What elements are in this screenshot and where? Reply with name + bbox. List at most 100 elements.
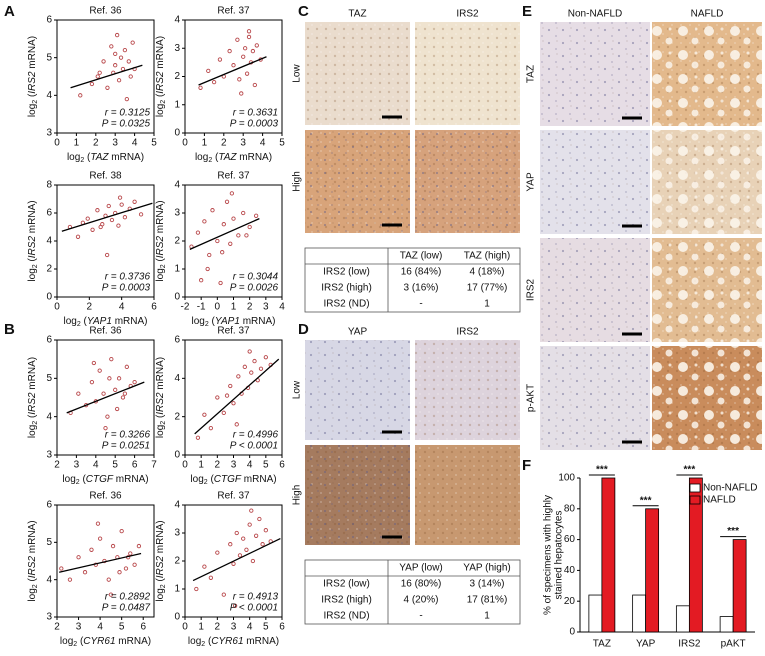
y-tick-label: 3: [46, 128, 52, 139]
label-part: 2: [160, 584, 167, 588]
bar: [601, 477, 616, 633]
label-part: log: [195, 152, 208, 163]
column-header: Non-NAFLD: [568, 9, 622, 20]
data-point: [138, 212, 144, 217]
x-tick-label: 6: [132, 460, 138, 471]
label-part: log: [190, 474, 203, 485]
row-label: p-AKT: [526, 384, 537, 412]
panel-label: D: [298, 321, 309, 338]
data-point: [246, 29, 252, 34]
label-part: IRS2: [155, 236, 166, 259]
label-part: (: [208, 474, 215, 485]
data-point: [113, 387, 118, 392]
table-cell: 17 (81%): [467, 595, 508, 606]
table-cell: -: [419, 299, 422, 310]
label-part: (: [27, 258, 38, 265]
label-part: mRNA): [27, 36, 38, 72]
panel-label: B: [4, 321, 15, 338]
data-point: [128, 74, 133, 79]
x-tick-label: 1: [198, 622, 204, 633]
axis-label: log2 (YAP1 mRNA): [64, 316, 148, 329]
x-tick-label: 4: [119, 302, 125, 313]
chart-title: Ref. 38: [89, 171, 122, 182]
x-tick-label: 3: [74, 460, 80, 471]
label-part: YAP1: [215, 316, 240, 327]
data-point: [263, 528, 268, 533]
stat-annotation: P = 0.0003: [102, 283, 151, 294]
micrograph-texture: [652, 130, 762, 234]
data-point: [231, 63, 236, 68]
label-part: 2: [160, 100, 167, 104]
data-point: [247, 522, 252, 527]
y-tick-label: 4: [174, 500, 180, 511]
significance-label: ***: [727, 526, 739, 537]
label-part: TAZ: [90, 152, 109, 163]
y-tick-label: 0: [174, 292, 180, 303]
data-point: [67, 577, 73, 582]
legend-label: Non-NAFLD: [703, 483, 757, 494]
label-part: log: [155, 588, 166, 601]
x-tick-label: 3: [231, 460, 237, 471]
label-part: IRS2: [155, 71, 166, 94]
x-tick-label: -1: [197, 302, 206, 313]
x-tick-label: 2: [215, 460, 221, 471]
data-point: [207, 252, 212, 258]
x-tick-label: 4: [279, 302, 285, 313]
data-point: [211, 80, 217, 85]
y-tick-label: 4: [174, 180, 180, 191]
data-point: [126, 59, 131, 64]
bar: [632, 594, 647, 633]
bar: [732, 539, 747, 633]
data-point: [231, 216, 236, 221]
significance-label: ***: [640, 495, 652, 506]
bar: [588, 594, 603, 633]
data-point: [252, 82, 257, 88]
column-header: TAZ: [348, 9, 366, 20]
table-cell: 3 (14%): [469, 579, 504, 590]
data-point: [244, 547, 249, 552]
panel-label: F: [522, 457, 531, 474]
data-point: [234, 530, 239, 536]
label-part: log: [155, 268, 166, 281]
data-point: [117, 195, 123, 200]
y-tick-label: 3: [174, 528, 180, 539]
fit-line: [192, 538, 281, 582]
x-tick-label: 0: [182, 460, 188, 471]
column-header: YAP: [348, 327, 368, 338]
x-tick-label: 2: [215, 622, 221, 633]
x-tick-label: 4: [247, 460, 253, 471]
label-part: (: [81, 316, 88, 327]
label-part: (: [77, 636, 84, 647]
x-tick-label: 4: [93, 460, 99, 471]
table-cell: -: [419, 611, 422, 622]
x-tick-label: YAP: [636, 639, 656, 650]
data-point: [263, 355, 268, 360]
row-label: IRS2: [526, 278, 537, 301]
data-point: [232, 603, 238, 608]
data-point: [118, 55, 124, 60]
data-point: [91, 360, 97, 366]
data-point: [132, 562, 137, 567]
data-point: [132, 199, 137, 204]
micrograph-texture: [305, 445, 410, 545]
column-header: NAFLD: [691, 9, 724, 20]
label-part: log: [64, 316, 77, 327]
axis-label: log2 (CTGF mRNA): [190, 474, 276, 487]
y-tick-label: 60: [564, 534, 576, 545]
y-tick-label: 5: [46, 52, 52, 63]
chart-title: Ref. 36: [89, 491, 122, 502]
table-cell: 4 (18%): [469, 267, 504, 278]
bar: [645, 508, 660, 633]
y-tick-label: 5: [46, 373, 52, 384]
chart-title: Ref. 37: [217, 326, 250, 337]
label-part: (: [84, 152, 91, 163]
data-point: [229, 191, 235, 196]
data-point: [82, 570, 88, 575]
x-tick-label: 3: [112, 138, 118, 149]
x-tick-label: 6: [279, 622, 285, 633]
label-part: (: [27, 578, 38, 585]
x-tick-label: 1: [231, 302, 237, 313]
label-part: mRNA): [236, 152, 272, 163]
table-cell: 16 (84%): [401, 267, 442, 278]
label-part: mRNA): [27, 357, 38, 393]
